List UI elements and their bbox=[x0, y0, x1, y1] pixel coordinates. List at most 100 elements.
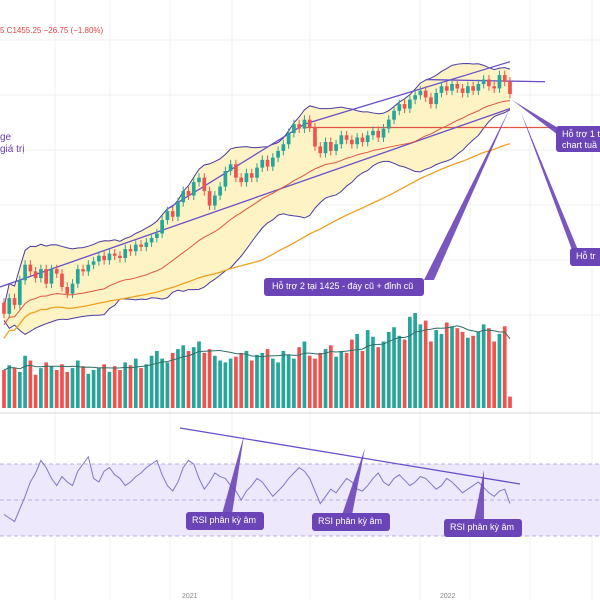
candle-body bbox=[28, 264, 33, 272]
candle-body bbox=[392, 110, 396, 120]
x-axis-label: 2022 bbox=[440, 593, 456, 600]
trend-lines bbox=[0, 61, 560, 288]
volume-bar bbox=[7, 365, 12, 408]
candle-body bbox=[102, 255, 106, 261]
candle-body bbox=[350, 139, 354, 145]
volume-bar bbox=[434, 330, 439, 408]
volume-bar bbox=[212, 355, 217, 408]
candle-body bbox=[260, 159, 265, 168]
candle-body bbox=[476, 84, 481, 91]
volume-bar bbox=[197, 341, 201, 408]
candle-body bbox=[434, 92, 439, 105]
candle-body bbox=[49, 269, 54, 284]
volume-bar bbox=[234, 356, 238, 408]
candle-body bbox=[70, 283, 75, 294]
volume-bar bbox=[502, 326, 507, 408]
volume-bar bbox=[365, 330, 370, 408]
volume-bar bbox=[334, 356, 338, 408]
candle-body bbox=[450, 84, 454, 91]
volume-bar bbox=[481, 324, 486, 408]
candle-body bbox=[313, 127, 317, 147]
volume-bar bbox=[202, 352, 207, 408]
candle-body bbox=[165, 211, 170, 221]
volume-bar bbox=[75, 360, 80, 408]
candle-body bbox=[149, 237, 154, 243]
volume-bar bbox=[255, 354, 259, 408]
volume-bar bbox=[260, 352, 265, 408]
candle-body bbox=[408, 99, 412, 109]
volume-bar bbox=[371, 336, 375, 408]
left-label-1: ge bbox=[0, 132, 12, 143]
candle-body bbox=[508, 81, 512, 95]
candle-body bbox=[139, 244, 143, 247]
candle-body bbox=[276, 150, 280, 158]
volume-bar bbox=[170, 352, 175, 408]
volume-bar bbox=[492, 341, 497, 408]
callout-pointers bbox=[222, 100, 578, 521]
x-axis-label: 2021 bbox=[182, 593, 198, 600]
volume-bar bbox=[292, 358, 296, 408]
rsi-line bbox=[3, 455, 511, 523]
support1-pointer bbox=[512, 100, 562, 138]
volume-bar bbox=[386, 332, 391, 408]
volume-bar bbox=[376, 347, 381, 408]
candle-body bbox=[302, 119, 307, 129]
volume-bar bbox=[408, 316, 412, 408]
volume-bar bbox=[23, 355, 27, 408]
candle-body bbox=[286, 133, 291, 145]
rsi-line bbox=[3, 427, 521, 523]
candle-body bbox=[365, 135, 370, 142]
rsi-pointer-3 bbox=[474, 470, 484, 521]
volume-bar bbox=[328, 345, 333, 408]
candle-body bbox=[202, 177, 207, 192]
support2-pointer bbox=[424, 108, 510, 280]
volume-bar bbox=[28, 360, 33, 408]
candle-body bbox=[460, 88, 465, 93]
band-lower bbox=[3, 109, 511, 335]
volume-bar bbox=[239, 352, 244, 408]
candle-body bbox=[54, 269, 59, 274]
candle-body bbox=[23, 264, 27, 281]
volume-bar bbox=[191, 347, 196, 408]
candle-body bbox=[75, 269, 80, 284]
volume-bar bbox=[307, 355, 312, 408]
candle-body bbox=[423, 90, 428, 98]
candle-body bbox=[234, 164, 238, 178]
rsi-pointer-2 bbox=[342, 448, 365, 515]
volume-bar bbox=[118, 370, 122, 408]
rsi-pointer-1 bbox=[222, 435, 244, 514]
candle-body bbox=[386, 119, 391, 129]
volume-bar bbox=[439, 333, 444, 408]
volume-bar bbox=[128, 365, 133, 408]
volume-bar bbox=[455, 328, 460, 408]
volume-bar bbox=[149, 355, 154, 408]
trend-line-4 bbox=[0, 107, 511, 288]
candle-body bbox=[223, 171, 228, 187]
candle-body bbox=[323, 142, 328, 154]
volume-bar bbox=[465, 337, 470, 408]
rsi-divergence-callout-1: RSI phân kỳ âm bbox=[186, 512, 264, 530]
candle-body bbox=[239, 177, 244, 183]
candle-body bbox=[307, 119, 312, 128]
trend-line-2 bbox=[304, 61, 511, 125]
volume-bar bbox=[60, 364, 64, 408]
support1-line1: Hỗ trợ 1 t bbox=[562, 129, 600, 139]
candle-body bbox=[60, 273, 64, 287]
volume-bar bbox=[249, 360, 254, 408]
candle-body bbox=[12, 298, 17, 305]
volume-bar bbox=[265, 349, 270, 408]
candle-body bbox=[381, 128, 386, 138]
candle-body bbox=[33, 271, 38, 279]
candle-body bbox=[176, 202, 180, 217]
volume-bar bbox=[508, 396, 512, 408]
volume-bar bbox=[413, 313, 417, 408]
candle-body bbox=[112, 253, 117, 256]
volume-bar bbox=[318, 352, 323, 408]
volume-bar bbox=[397, 335, 402, 408]
candle-body bbox=[376, 130, 381, 138]
candle-body bbox=[497, 75, 502, 89]
volume-bar bbox=[65, 371, 70, 408]
right-cut-pointer bbox=[520, 110, 578, 250]
volume-bar bbox=[207, 349, 212, 408]
volume-bar bbox=[17, 371, 22, 408]
